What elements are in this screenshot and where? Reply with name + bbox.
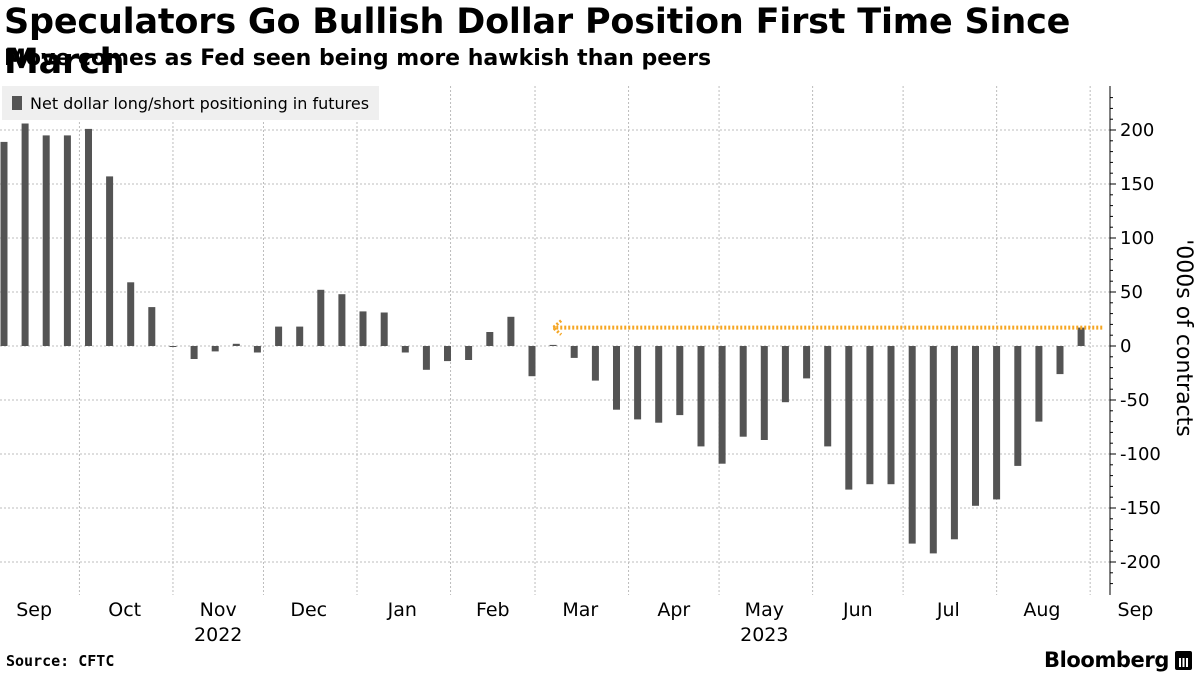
- bar: [972, 346, 979, 506]
- y-tick-label: -200: [1120, 552, 1161, 573]
- x-tick-label: Jan: [387, 599, 417, 621]
- y-tick-label: 50: [1120, 282, 1143, 303]
- legend: Net dollar long/short positioning in fut…: [2, 86, 380, 120]
- bar: [465, 346, 473, 360]
- bar: [655, 346, 663, 423]
- x-tick-label: Apr: [657, 599, 690, 621]
- bar: [211, 346, 219, 352]
- bar: [950, 346, 958, 540]
- x-tick-label: Oct: [108, 599, 141, 621]
- bar-series: [0, 123, 1085, 554]
- y-tick-label: 200: [1120, 120, 1154, 141]
- x-year-label: 2022: [194, 624, 242, 646]
- bar: [613, 346, 620, 410]
- x-tick-label: Sep: [1118, 599, 1154, 621]
- bar: [21, 123, 29, 346]
- y-tick-label: -150: [1120, 498, 1161, 519]
- x-year-label: 2023: [740, 624, 788, 646]
- bar: [127, 282, 135, 346]
- chart-title: Speculators Go Bullish Dollar Position F…: [4, 2, 1071, 82]
- x-tick-label: Jul: [936, 599, 960, 621]
- bar: [253, 346, 261, 353]
- bar: [908, 346, 916, 544]
- bar: [866, 346, 874, 485]
- bar: [760, 346, 768, 440]
- bar: [296, 326, 304, 346]
- y-tick-label: 0: [1120, 336, 1131, 357]
- x-tick-label: Sep: [16, 599, 52, 621]
- bar: [317, 289, 325, 346]
- chart-subtitle: Move comes as Fed seen being more hawkis…: [4, 46, 712, 71]
- bloomberg-chart-icon: [1175, 650, 1192, 670]
- bar: [845, 346, 853, 490]
- bar: [422, 346, 430, 370]
- y-tick-label: 100: [1120, 228, 1154, 249]
- bar: [1035, 346, 1043, 422]
- x-tick-label: Jun: [842, 599, 873, 621]
- bar: [0, 141, 8, 346]
- x-axis: Sep Oct Nov Dec Jan Feb Mar Apr May Jun Jul Aug Sep 2…: [16, 599, 1153, 646]
- bar: [1077, 327, 1085, 346]
- bar: [444, 346, 451, 362]
- y-axis-title: '000s of contracts: [1171, 239, 1196, 437]
- x-tick-label: Feb: [476, 599, 510, 621]
- bar: [63, 135, 71, 346]
- bar: [739, 346, 747, 437]
- bar: [486, 332, 494, 346]
- bar: [42, 135, 50, 346]
- bar: [275, 326, 283, 346]
- grid-lines: [0, 86, 1110, 595]
- bar: [106, 176, 114, 346]
- x-tick-label: Mar: [562, 599, 598, 621]
- bar: [190, 346, 198, 359]
- bar: [507, 316, 515, 346]
- bar: [718, 346, 726, 464]
- bar: [697, 346, 705, 447]
- legend-label: Net dollar long/short positioning in fut…: [30, 93, 370, 113]
- y-tick-label: -100: [1120, 444, 1161, 465]
- y-tick-label: 150: [1120, 174, 1154, 195]
- bar: [169, 346, 177, 347]
- bar: [359, 311, 367, 346]
- bar: [993, 346, 1001, 500]
- bar: [570, 346, 578, 358]
- bar: [887, 346, 895, 485]
- bar: [1056, 346, 1064, 375]
- bar: [148, 307, 156, 346]
- bar: [824, 346, 832, 447]
- annotation-arrow-head: [550, 319, 563, 336]
- y-tick-label: -50: [1120, 390, 1149, 411]
- bar: [1014, 346, 1022, 466]
- bar: [232, 343, 240, 346]
- brand-name: Bloomberg: [1043, 648, 1169, 672]
- bar: [634, 346, 642, 420]
- bar: [929, 346, 937, 554]
- legend-swatch: [12, 96, 22, 110]
- x-tick-label: May: [745, 599, 784, 621]
- bar: [401, 346, 409, 353]
- bar: [85, 128, 92, 346]
- brand-logo: Bloomberg: [1044, 648, 1192, 672]
- bar: [676, 346, 684, 416]
- annotation-layer: [550, 319, 1103, 336]
- bar: [803, 346, 811, 379]
- y-axis: 200 150 100 50 0 -50 -100 -150 -200 '000s of cont…: [1109, 86, 1196, 595]
- bar: [781, 346, 789, 403]
- bar: [528, 346, 536, 377]
- bar: [338, 294, 346, 346]
- bar: [591, 346, 599, 381]
- bar: [549, 344, 557, 346]
- x-tick-label: Dec: [290, 599, 327, 621]
- bar: [380, 312, 388, 346]
- source-note: Source: CFTC: [6, 652, 115, 670]
- x-tick-label: Nov: [200, 599, 237, 621]
- x-tick-label: Aug: [1023, 599, 1060, 621]
